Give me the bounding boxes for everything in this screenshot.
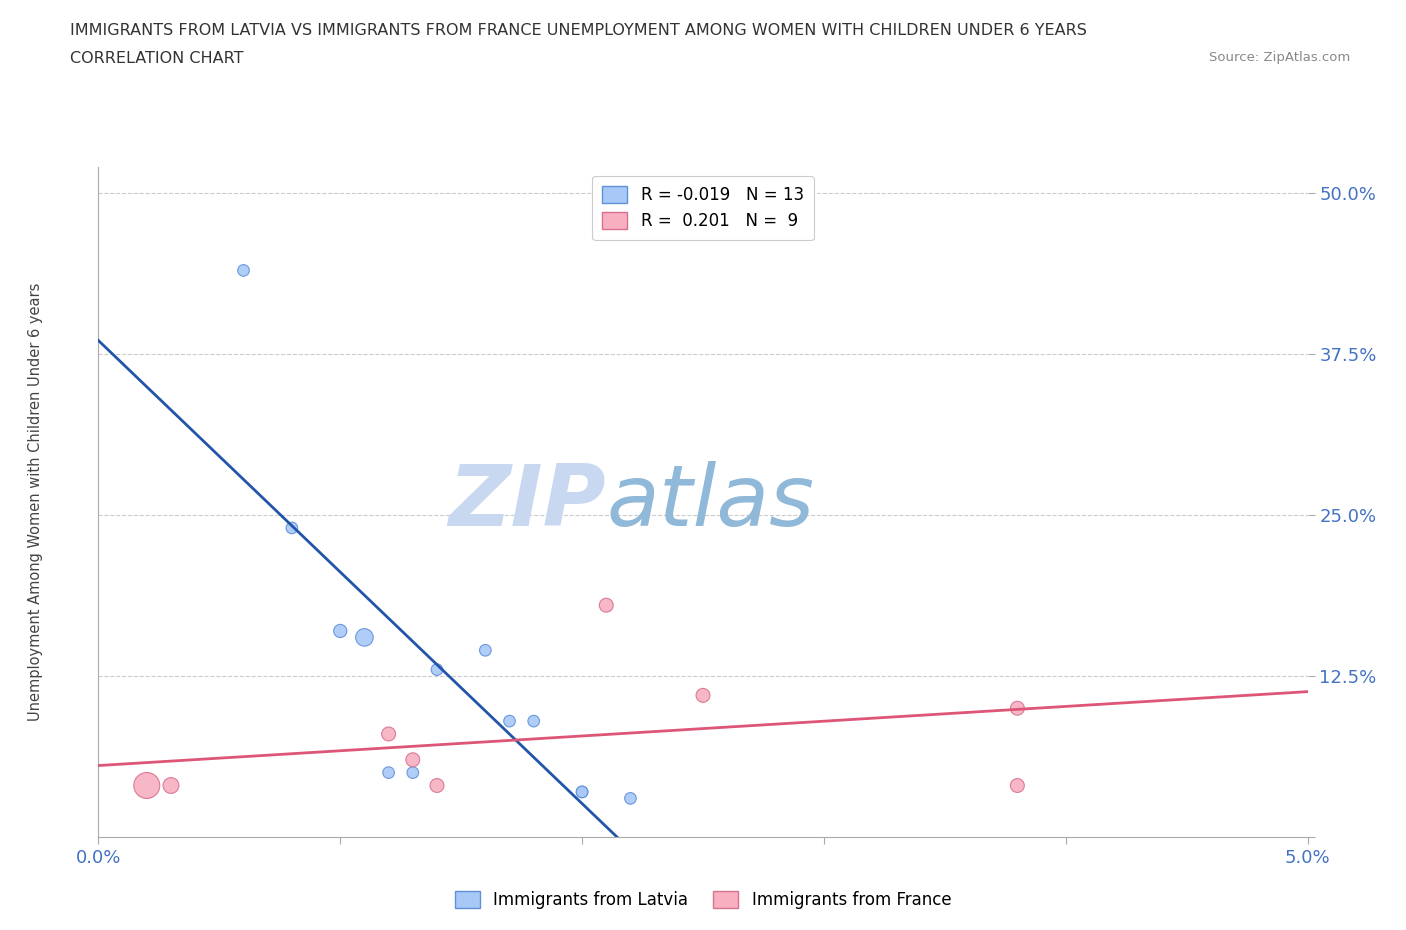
Point	[135, 778, 157, 793]
Point	[498, 713, 520, 728]
Point	[426, 778, 449, 793]
Text: ZIP: ZIP	[449, 460, 606, 544]
Point	[377, 765, 399, 780]
Point	[402, 765, 425, 780]
Point	[474, 643, 496, 658]
Point	[571, 785, 593, 800]
Text: IMMIGRANTS FROM LATVIA VS IMMIGRANTS FROM FRANCE UNEMPLOYMENT AMONG WOMEN WITH C: IMMIGRANTS FROM LATVIA VS IMMIGRANTS FRO…	[70, 23, 1087, 38]
Text: Source: ZipAtlas.com: Source: ZipAtlas.com	[1209, 51, 1350, 64]
Point	[523, 713, 546, 728]
Point	[160, 778, 183, 793]
Text: atlas: atlas	[606, 460, 814, 544]
Point	[329, 623, 352, 638]
Point	[402, 752, 425, 767]
Point	[692, 688, 714, 703]
Point	[1007, 778, 1029, 793]
Point	[426, 662, 449, 677]
Point	[353, 630, 375, 644]
Point	[1007, 701, 1029, 716]
Text: CORRELATION CHART: CORRELATION CHART	[70, 51, 243, 66]
Point	[619, 790, 641, 805]
Text: Unemployment Among Women with Children Under 6 years: Unemployment Among Women with Children U…	[28, 283, 42, 722]
Legend: Immigrants from Latvia, Immigrants from France: Immigrants from Latvia, Immigrants from …	[449, 884, 957, 916]
Point	[232, 263, 254, 278]
Point	[571, 785, 593, 800]
Point	[595, 598, 617, 613]
Point	[377, 726, 399, 741]
Point	[281, 521, 304, 536]
